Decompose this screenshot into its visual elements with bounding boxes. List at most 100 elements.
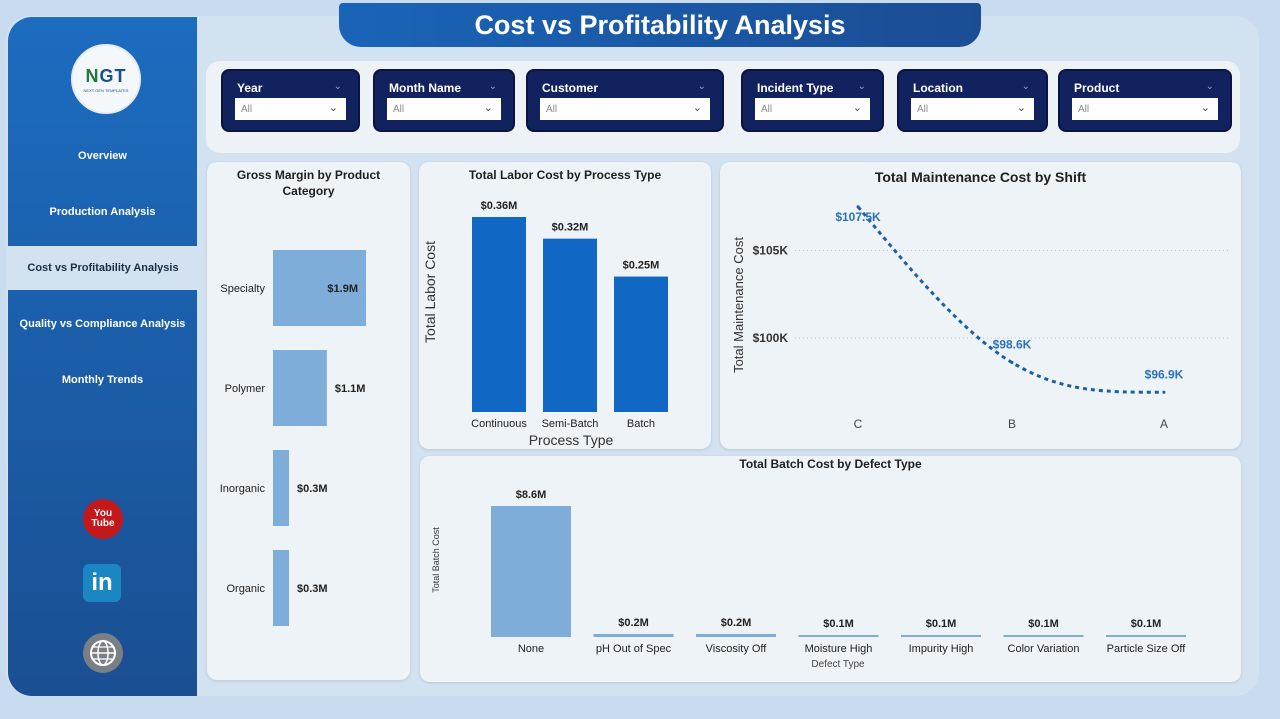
dropdown-icon: ⌄ <box>1200 102 1210 114</box>
data-label: $8.6M <box>516 489 547 501</box>
slicer-year-value: All <box>241 103 253 115</box>
bar-gross-margin-specialty <box>273 250 366 326</box>
data-point <box>1162 390 1166 394</box>
slicer-customer-label: Customer <box>542 81 599 95</box>
data-label: $0.1M <box>823 618 854 630</box>
nav-item-monthly-trends[interactable]: Monthly Trends <box>61 374 144 386</box>
slicer-month-name[interactable]: Month Name ⌄ All ⌄ <box>373 69 515 132</box>
nav-item-production-analysis[interactable]: Production Analysis <box>49 206 156 218</box>
data-label: $0.2M <box>618 617 649 629</box>
x-axis-title: Process Type <box>529 432 614 448</box>
chevron-down-icon[interactable]: ⌄ <box>1021 81 1030 92</box>
slicer-month-name-dropdown[interactable]: All ⌄ <box>387 98 501 120</box>
bar-labor-cost-continuous <box>472 217 526 412</box>
slicer-product-dropdown[interactable]: All ⌄ <box>1072 98 1218 120</box>
bar-batch-cost <box>491 506 571 637</box>
category-label: Specialty <box>220 283 265 295</box>
globe-icon[interactable] <box>83 633 123 673</box>
chart-title-gross-margin: Gross Margin by Product Category <box>236 168 381 198</box>
bar-gross-margin-polymer <box>273 350 327 426</box>
youtube-icon[interactable]: You Tube <box>83 499 123 539</box>
data-label: $0.1M <box>1028 618 1059 630</box>
data-label: $1.9M <box>327 283 358 295</box>
card-gross-margin: Gross Margin by Product Category Special… <box>207 162 410 680</box>
data-label: $107.5K <box>835 210 881 224</box>
card-batch-cost: Total Batch Cost by Defect Type $8.6M Non… <box>420 456 1241 682</box>
data-label: $98.6K <box>993 338 1032 352</box>
chevron-down-icon[interactable]: ⌄ <box>333 81 342 92</box>
data-point <box>1010 361 1014 364</box>
y-axis-title: Total Batch Cost <box>431 527 441 593</box>
chevron-down-icon[interactable]: ⌄ <box>488 81 497 92</box>
youtube-text-tube: Tube <box>91 518 115 529</box>
slicer-year[interactable]: Year ⌄ All ⌄ <box>221 69 360 132</box>
slicer-product-value: All <box>1078 103 1090 115</box>
slicer-year-dropdown[interactable]: All ⌄ <box>235 98 346 120</box>
dropdown-icon: ⌄ <box>328 102 338 114</box>
data-label: $0.25M <box>623 260 660 272</box>
dropdown-icon: ⌄ <box>483 102 493 114</box>
slicer-incident-type-value: All <box>761 103 773 115</box>
data-label: $0.1M <box>1131 618 1162 630</box>
data-label: $0.1M <box>926 618 957 630</box>
chevron-down-icon[interactable]: ⌄ <box>1205 81 1214 92</box>
category-label: pH Out of Spec <box>596 643 672 655</box>
slicer-location-label: Location <box>913 81 963 95</box>
data-label: $96.9K <box>1145 367 1184 381</box>
slicer-product-label: Product <box>1074 81 1120 95</box>
y-axis-title: Total Maintenance Cost <box>731 237 746 373</box>
nav-item-cost-vs-profitability[interactable]: Cost vs Profitability Analysis <box>8 246 198 290</box>
slicer-location[interactable]: Location ⌄ All ⌄ <box>897 69 1048 132</box>
y-tick-label: $100K <box>753 331 789 345</box>
page-title: Cost vs Profitability Analysis <box>339 3 981 47</box>
sidebar: NGT NEXT GEN TEMPLATES Overview Producti… <box>8 17 198 696</box>
slicer-location-dropdown[interactable]: All ⌄ <box>911 98 1034 120</box>
data-label: $1.1M <box>335 383 366 395</box>
chevron-down-icon[interactable]: ⌄ <box>697 81 706 92</box>
bar-labor-cost-semi-batch <box>543 238 597 412</box>
bar-labor-cost-batch <box>614 276 668 412</box>
slicer-location-value: All <box>917 103 929 115</box>
dropdown-icon: ⌄ <box>692 102 702 114</box>
bar-gross-margin-organic <box>273 550 289 626</box>
bar-batch-cost <box>593 633 674 637</box>
chart-batch-cost: $8.6M None $0.2M pH Out of Spec $0.2M Viscosi… <box>431 489 1187 670</box>
category-label: B <box>1008 417 1016 431</box>
data-label: $0.3M <box>297 483 328 495</box>
slicer-incident-type[interactable]: Incident Type ⌄ All ⌄ <box>741 69 884 132</box>
bar-batch-cost <box>798 635 879 637</box>
category-label: Viscosity Off <box>706 643 768 655</box>
category-label: Moisture High <box>805 643 873 655</box>
slicer-customer[interactable]: Customer ⌄ All ⌄ <box>526 69 724 132</box>
bar-batch-cost <box>1003 635 1084 637</box>
y-tick-label: $105K <box>753 244 789 258</box>
linkedin-icon[interactable]: in <box>83 564 121 602</box>
chart-labor-cost: $0.36M Continuous $0.32M Semi-Batch $0.25M Ba… <box>422 200 668 448</box>
category-label: Organic <box>226 583 265 595</box>
category-label: Semi-Batch <box>542 418 599 430</box>
category-label: Polymer <box>225 383 266 395</box>
category-label: Impurity High <box>909 643 974 655</box>
bar-batch-cost <box>696 633 776 637</box>
chart-title-batch-cost: Total Batch Cost by Defect Type <box>739 457 922 471</box>
slicer-product[interactable]: Product ⌄ All ⌄ <box>1058 69 1232 132</box>
logo-letters-gt: GT <box>99 65 127 86</box>
data-label: $0.36M <box>481 200 518 212</box>
bar-batch-cost <box>1106 635 1186 637</box>
filter-bar: Year ⌄ All ⌄ Month Name ⌄ All ⌄ Customer ⌄… <box>206 61 1240 153</box>
nav-item-quality-vs-compliance[interactable]: Quality vs Compliance Analysis <box>19 318 186 330</box>
chevron-down-icon[interactable]: ⌄ <box>857 81 866 92</box>
slicer-incident-type-label: Incident Type <box>757 81 834 95</box>
category-label: Inorganic <box>220 483 266 495</box>
dropdown-icon: ⌄ <box>852 102 862 114</box>
nav-item-overview[interactable]: Overview <box>78 150 127 162</box>
chart-title-labor-cost: Total Labor Cost by Process Type <box>468 168 662 182</box>
slicer-month-name-value: All <box>393 103 405 115</box>
slicer-incident-type-dropdown[interactable]: All ⌄ <box>755 98 870 120</box>
slicer-year-label: Year <box>237 81 263 95</box>
category-label: Continuous <box>471 418 527 430</box>
card-labor-cost: Total Labor Cost by Process Type $0.36M C… <box>419 162 711 449</box>
slicer-customer-dropdown[interactable]: All ⌄ <box>540 98 710 120</box>
data-label: $0.2M <box>721 617 752 629</box>
category-label: Particle Size Off <box>1107 643 1187 655</box>
